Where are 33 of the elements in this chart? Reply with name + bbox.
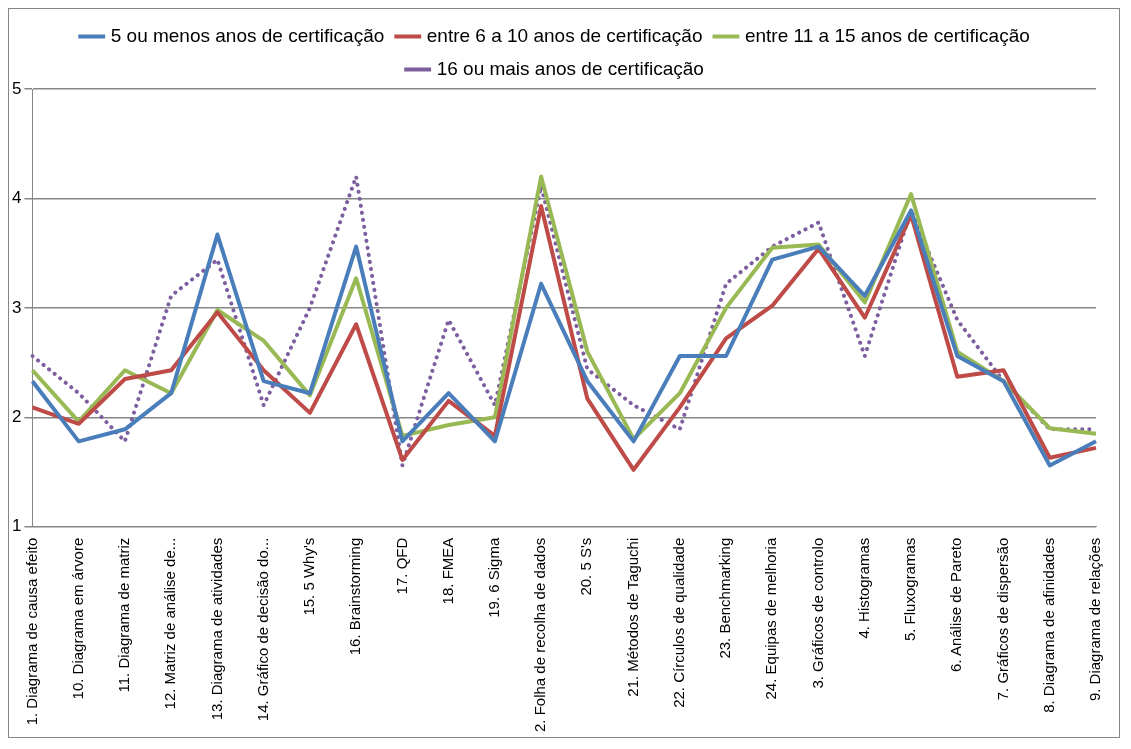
x-tick-label: 8. Diagrama de afinidades (1039, 537, 1057, 713)
legend-label: entre 11 a 15 anos de certificação (744, 24, 1030, 46)
x-tick-label: 22. Círculos de qualidade (669, 537, 687, 708)
x-tick-label: 14. Gráfico de decisão do... (253, 537, 271, 722)
x-tick-label: 6. Análise de Pareto (947, 537, 965, 672)
legend-label: 5 ou menos anos de certificação (110, 24, 385, 46)
y-tick-label: 1 (11, 516, 22, 536)
x-tick-label: 12. Matriz de análise de... (161, 537, 179, 710)
x-tick-label: 3. Gráficos de controlo (808, 537, 826, 689)
x-tick-label: 5. Fluxogramas (901, 537, 919, 642)
x-tick-label: 17. QFD (392, 537, 410, 595)
x-tick-label: 2. Folha de recolha de dados (531, 537, 549, 733)
x-tick-label: 13. Diagrama de atividades (207, 537, 225, 721)
x-tick-label: 20. 5 S's (577, 537, 595, 596)
legend-label: entre 6 a 10 anos de certificação (426, 24, 703, 46)
x-tick-label: 18. FMEA (438, 537, 456, 605)
x-tick-label: 21. Métodos de Taguchi (623, 537, 641, 697)
x-tick-label: 15. 5 Why's (300, 537, 318, 616)
x-tick-label: 10. Diagrama em árvore (68, 537, 86, 700)
x-tick-label: 9. Diagrama de relações (1086, 537, 1104, 702)
x-tick-label: 1. Diagrama de causa efeito (22, 537, 40, 726)
x-tick-label: 24. Equipas de melhoria (762, 537, 780, 700)
legend-label: 16 ou mais anos de certificação (436, 57, 704, 79)
x-tick-label: 23. Benchmarking (716, 537, 734, 659)
y-tick-label: 4 (11, 188, 22, 208)
x-tick-label: 7. Gráficos de dispersão (993, 537, 1011, 701)
y-tick-label: 2 (11, 406, 22, 426)
y-tick-label: 3 (11, 297, 22, 317)
x-tick-label: 11. Diagrama de matriz (115, 537, 133, 693)
x-tick-label: 16. Brainstorming (346, 537, 364, 656)
x-tick-label: 19. 6 Sigma (485, 537, 503, 618)
x-tick-label: 4. Histogramas (854, 537, 872, 639)
y-tick-label: 5 (11, 78, 22, 98)
